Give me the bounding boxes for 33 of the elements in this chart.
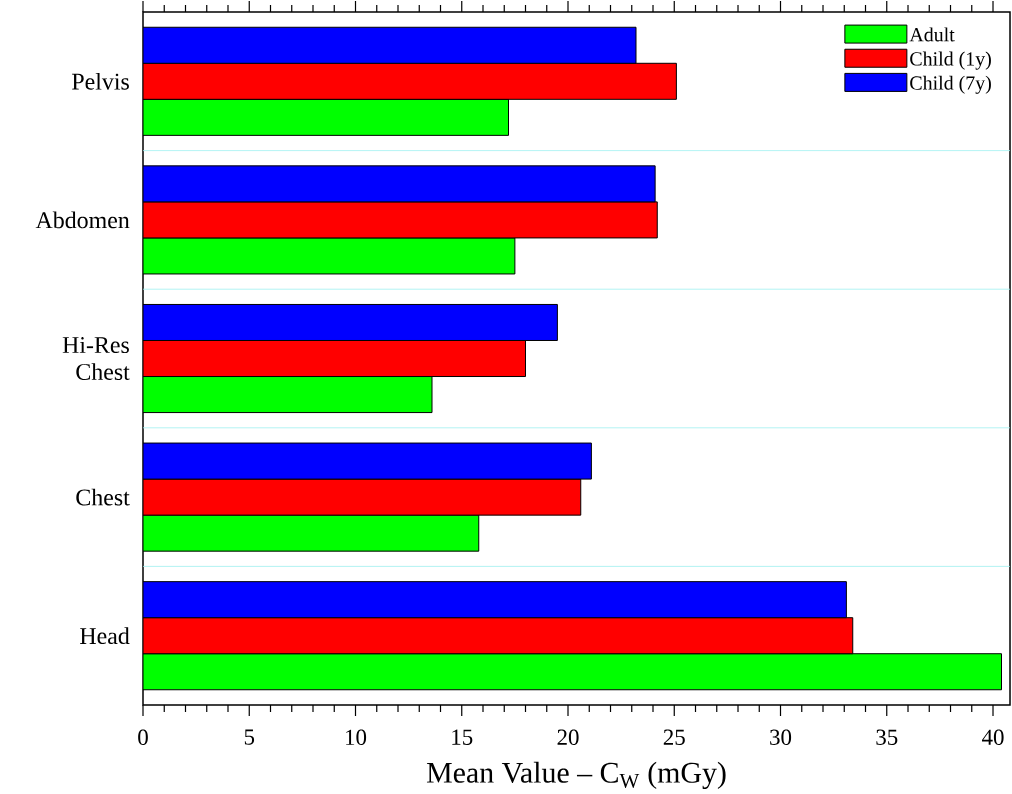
- bar: [143, 339, 526, 378]
- bar: [143, 376, 433, 414]
- x-tick-label: 5: [244, 729, 255, 745]
- x-tick-label: 15: [452, 729, 473, 745]
- legend-label: Adult: [909, 27, 955, 42]
- x-axis-title: Mean Value – C$_{W}$ (mGy): [426, 761, 726, 790]
- bar: [143, 98, 509, 136]
- x-tick-label: 20: [557, 729, 579, 745]
- y-tick-label: Hi-Res Chest: [62, 337, 130, 380]
- x-tick-label: 30: [770, 729, 792, 745]
- legend-label: Child (7y): [910, 75, 991, 94]
- legend-label: Child (1y): [910, 51, 991, 70]
- bar: [143, 442, 592, 480]
- x-tick-label: 25: [663, 729, 685, 745]
- bar: [143, 478, 582, 516]
- x-tick-label: 10: [346, 729, 367, 745]
- y-tick-label: Chest: [76, 488, 130, 506]
- bar: [143, 237, 516, 275]
- bar: [143, 653, 1003, 691]
- y-tick-label: Abdomen: [35, 211, 130, 229]
- x-tick-label: 40: [982, 729, 1004, 745]
- bar: [143, 201, 658, 239]
- bar: [143, 514, 480, 552]
- y-tick-label: Pelvis: [72, 72, 129, 90]
- x-tick-label: 0: [138, 729, 148, 745]
- y-tick-label: Head: [80, 627, 130, 645]
- bar: [143, 62, 677, 100]
- bar: [143, 165, 656, 203]
- bar: [143, 581, 847, 619]
- bar: [143, 26, 637, 64]
- bar: [143, 303, 558, 341]
- x-tick-label: 35: [876, 729, 898, 745]
- bar: [143, 617, 854, 655]
